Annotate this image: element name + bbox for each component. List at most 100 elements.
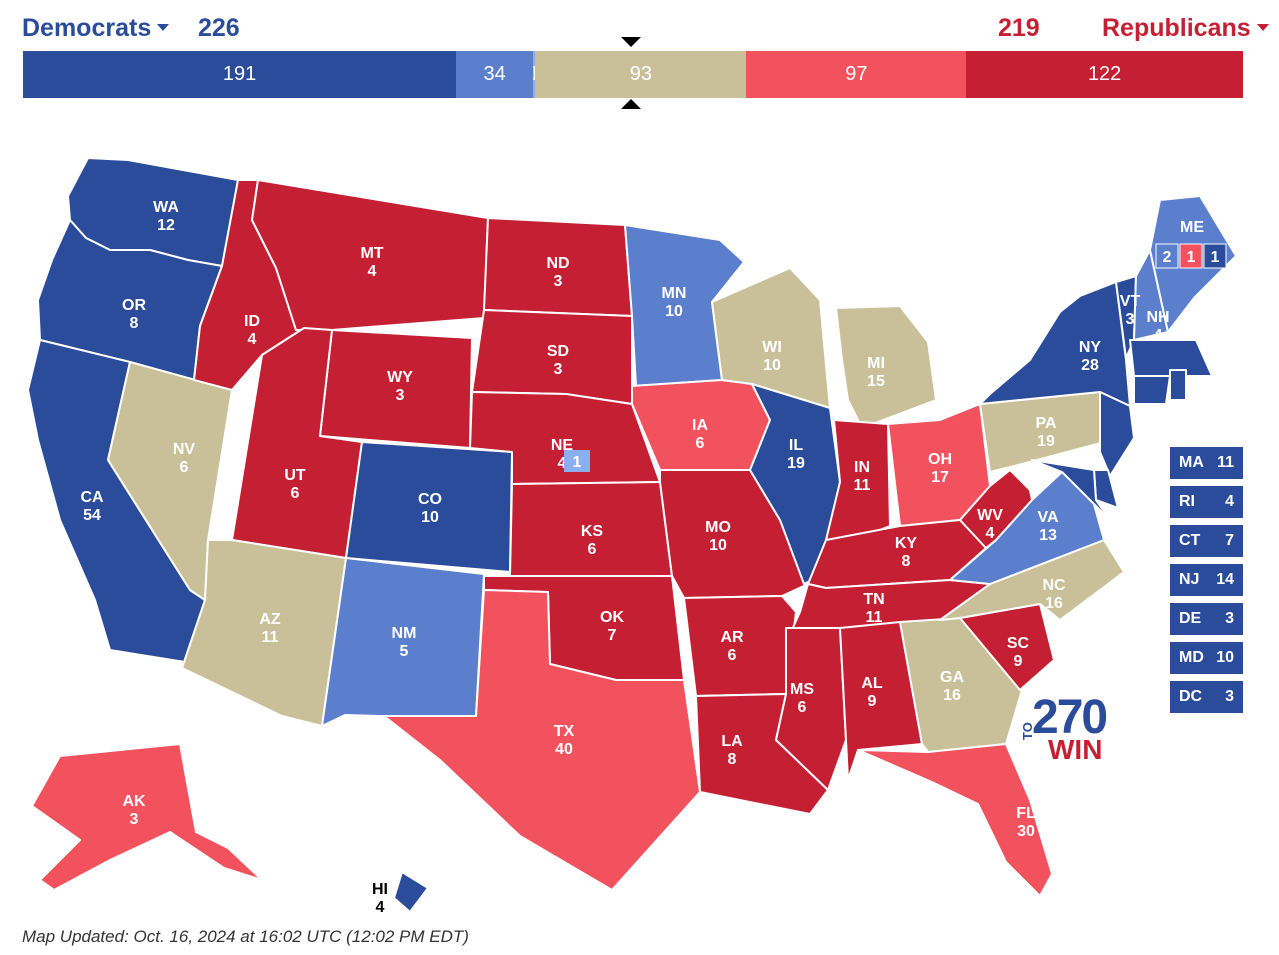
republicans-dropdown[interactable]: Republicans — [1102, 14, 1269, 43]
small-state-ev: 14 — [1216, 571, 1234, 588]
small-state-nj[interactable]: NJ 14 — [1170, 564, 1243, 596]
electoral-tally-bar: 191 34 1 93 97 122 — [23, 51, 1243, 98]
state-label-wy: WY — [387, 369, 413, 386]
state-label-nh: NH — [1146, 309, 1169, 326]
state-ny[interactable] — [979, 281, 1131, 407]
republicans-label: Republicans — [1102, 14, 1251, 42]
state-ev-nh: 4 — [1154, 327, 1163, 344]
state-ev-az: 11 — [262, 629, 279, 646]
tally-likely-r: 97 — [746, 51, 967, 98]
state-ev-nd: 3 — [554, 273, 563, 290]
small-state-abbr: DE — [1179, 610, 1202, 627]
state-label-mn: MN — [662, 285, 687, 302]
state-label-fl: FL — [1016, 805, 1036, 822]
me-statewide-box-ev: 2 — [1163, 249, 1172, 266]
state-ev-mn: 10 — [665, 303, 683, 320]
state-label-hi: HI — [372, 881, 388, 898]
state-ev-co: 10 — [421, 509, 439, 526]
small-state-ev: 4 — [1225, 493, 1234, 510]
state-mi[interactable] — [835, 305, 937, 429]
me-district-r-box-ev: 1 — [1187, 249, 1196, 266]
state-label-al: AL — [861, 675, 883, 692]
small-state-abbr: MA — [1179, 454, 1204, 471]
state-ev-tn: 11 — [866, 609, 883, 626]
state-hi[interactable] — [393, 871, 429, 913]
tally-safe-r: 122 — [966, 51, 1243, 98]
state-ev-mt: 4 — [368, 263, 377, 280]
state-ev-al: 9 — [868, 693, 877, 710]
state-ev-ky: 8 — [902, 553, 911, 570]
me-district-d-box[interactable] — [1203, 243, 1227, 269]
state-label-ny: NY — [1079, 339, 1102, 356]
state-ev-pa: 19 — [1037, 433, 1055, 450]
state-ev-sc: 9 — [1014, 653, 1023, 670]
state-ev-in: 11 — [854, 477, 871, 494]
state-label-mi: MI — [867, 355, 885, 372]
ma-shape[interactable] — [1129, 339, 1213, 377]
nj-shape[interactable] — [1099, 391, 1135, 477]
state-il[interactable] — [749, 383, 841, 585]
state-label-ky: KY — [895, 535, 918, 552]
logo-win: WIN — [1048, 734, 1103, 765]
state-tx[interactable] — [383, 589, 701, 891]
state-label-vt: VT — [1120, 293, 1141, 310]
state-ak[interactable] — [31, 743, 263, 891]
state-ev-nc: 16 — [1045, 595, 1063, 612]
state-label-pa: PA — [1035, 415, 1056, 432]
me-statewide-box[interactable] — [1155, 243, 1179, 269]
state-ev-ks: 6 — [588, 541, 597, 558]
state-label-mt: MT — [360, 245, 383, 262]
state-ev-ak: 3 — [130, 811, 139, 828]
state-label-tn: TN — [863, 591, 884, 608]
small-state-ev: 3 — [1225, 610, 1234, 627]
state-ev-wv: 4 — [986, 525, 995, 542]
state-label-nv: NV — [173, 441, 196, 458]
ne-district-box[interactable] — [564, 450, 590, 472]
state-label-nd: ND — [546, 255, 569, 272]
state-ev-il: 19 — [787, 455, 805, 472]
small-state-abbr: DC — [1179, 688, 1203, 705]
small-state-ct[interactable]: CT 7 — [1170, 525, 1243, 557]
small-state-ev: 10 — [1216, 649, 1234, 666]
state-label-la: LA — [721, 733, 743, 750]
logo-number: 270 — [1032, 691, 1108, 744]
state-ev-hi: 4 — [376, 899, 385, 916]
270towin-logo: 270 TO WIN — [1020, 690, 1122, 770]
state-label-nm: NM — [392, 625, 417, 642]
me-district-r-box[interactable] — [1179, 243, 1203, 269]
state-ev-ok: 7 — [608, 627, 617, 644]
democrats-label: Democrats — [22, 14, 152, 42]
small-state-ri[interactable]: RI 4 — [1170, 486, 1243, 518]
republicans-total: 219 — [998, 14, 1040, 42]
small-state-dc[interactable]: DC 3 — [1170, 681, 1243, 713]
small-state-ma[interactable]: MA 11 — [1170, 447, 1243, 479]
state-pa[interactable] — [979, 391, 1113, 473]
state-label-or: OR — [122, 297, 146, 314]
state-nm[interactable] — [321, 557, 485, 727]
chevron-down-icon — [1256, 23, 1269, 31]
small-state-ev: 7 — [1225, 532, 1234, 549]
small-state-de[interactable]: DE 3 — [1170, 603, 1243, 635]
state-label-tx: TX — [554, 723, 575, 740]
ri-shape[interactable] — [1169, 369, 1187, 401]
state-label-wi: WI — [762, 339, 782, 356]
small-state-abbr: CT — [1179, 532, 1201, 549]
small-state-abbr: MD — [1179, 649, 1204, 666]
ct-shape[interactable] — [1133, 375, 1171, 405]
map-updated-note: Map Updated: Oct. 16, 2024 at 16:02 UTC … — [22, 927, 469, 946]
state-ev-ut: 6 — [291, 485, 300, 502]
md-shape[interactable] — [1031, 459, 1111, 521]
small-state-abbr: RI — [1179, 493, 1195, 510]
state-wv[interactable] — [959, 469, 1033, 549]
state-ev-fl: 30 — [1017, 823, 1035, 840]
small-state-md[interactable]: MD 10 — [1170, 642, 1243, 674]
state-label-ne: NE — [551, 437, 574, 454]
state-label-il: IL — [789, 437, 803, 454]
state-label-ks: KS — [581, 523, 604, 540]
state-ar[interactable] — [683, 595, 797, 697]
state-label-sd: SD — [547, 343, 569, 360]
state-fl[interactable] — [857, 743, 1053, 897]
democrats-dropdown[interactable]: Democrats — [22, 14, 170, 43]
logo-to: TO — [1020, 722, 1035, 740]
state-ev-wy: 3 — [396, 387, 405, 404]
